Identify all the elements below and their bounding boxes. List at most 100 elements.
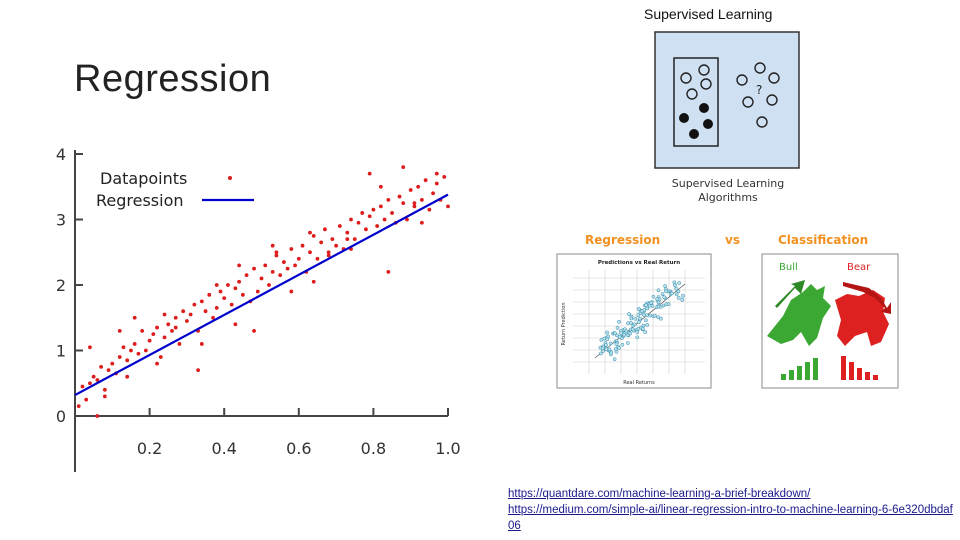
- mini-scatter-point: [631, 327, 635, 332]
- datapoint: [132, 342, 137, 346]
- mini-scatter-point: [651, 294, 656, 299]
- datapoint: [151, 332, 156, 337]
- datapoint: [233, 286, 238, 291]
- mini-scatter-point: [659, 316, 663, 321]
- datapoint: [192, 302, 197, 307]
- labeled-circle: [703, 119, 713, 129]
- datapoint: [431, 191, 435, 196]
- mini-scatter-point: [674, 286, 678, 291]
- legend-datapoint-marker: [228, 176, 232, 180]
- mini-scatter-point: [676, 289, 681, 294]
- datapoint: [270, 243, 275, 248]
- mini-scatter-point: [600, 346, 605, 351]
- mini-scatter-point: [622, 332, 626, 337]
- mini-scatter-point: [641, 326, 645, 331]
- datapoint: [196, 368, 200, 373]
- y-tick-label: 0: [56, 407, 66, 426]
- supervised-learning-caption: Supervised Learning: [644, 6, 773, 22]
- bear-icon: [835, 290, 889, 346]
- datapoint: [285, 266, 290, 271]
- datapoint: [88, 381, 92, 386]
- datapoint: [427, 207, 432, 212]
- datapoint: [367, 214, 372, 219]
- regression-vs-classification-image: Regression vs Classification Predictions…: [556, 233, 899, 389]
- datapoint: [397, 194, 402, 199]
- source-links: https://quantdare.com/machine-learning-a…: [508, 486, 958, 534]
- mini-scatter-point: [636, 306, 641, 311]
- mini-scatter-point: [648, 313, 653, 318]
- regression-line: [74, 193, 449, 397]
- mini-scatter-ylabel: Return Prediction: [561, 302, 567, 345]
- datapoint: [91, 374, 96, 379]
- datapoint: [95, 414, 100, 418]
- datapoint: [95, 378, 100, 382]
- mini-scatter-point: [641, 312, 646, 317]
- bear-arrow-icon: [843, 282, 891, 314]
- datapoint: [367, 171, 372, 176]
- datapoint: [106, 368, 111, 373]
- datapoint: [434, 171, 439, 176]
- bear-bars: [841, 356, 878, 380]
- datapoint: [345, 237, 350, 242]
- datapoint: [434, 181, 439, 186]
- datapoint: [177, 342, 182, 346]
- datapoint: [233, 322, 238, 327]
- datapoint: [222, 296, 227, 300]
- datapoint: [401, 165, 406, 169]
- labeled-data-box: [673, 57, 719, 147]
- mini-scatter-point: [676, 296, 681, 300]
- datapoint: [240, 292, 245, 297]
- mini-scatter-point: [629, 321, 633, 325]
- datapoint: [102, 394, 107, 399]
- rvc-regression-label: Regression: [585, 233, 660, 247]
- mini-scatter-point: [639, 309, 644, 314]
- mini-scatter-point: [606, 334, 611, 339]
- labeled-circle: [689, 129, 699, 139]
- datapoint: [416, 184, 421, 189]
- bear-label: Bear: [847, 262, 871, 273]
- datapoint: [289, 289, 294, 294]
- datapoint: [158, 355, 163, 359]
- datapoint: [229, 302, 234, 307]
- mini-scatter-point: [662, 295, 667, 299]
- datapoint: [121, 345, 126, 350]
- mini-scatter-point: [656, 288, 661, 293]
- datapoint: [237, 279, 242, 284]
- datapoint: [173, 325, 178, 330]
- datapoint: [255, 289, 260, 294]
- datapoint: [401, 201, 406, 206]
- datapoint: [125, 358, 130, 363]
- datapoint: [378, 204, 383, 209]
- datapoint: [211, 315, 215, 320]
- mini-scatter-point: [647, 303, 652, 308]
- datapoint: [360, 211, 365, 215]
- datapoint: [382, 217, 387, 222]
- datapoint: [442, 175, 447, 179]
- query-circle: [756, 116, 768, 128]
- link-medium[interactable]: https://medium.com/simple-ai/linear-regr…: [508, 504, 953, 532]
- datapoint: [199, 299, 204, 304]
- y-tick-label: 1: [56, 342, 66, 361]
- mini-scatter-point: [635, 335, 640, 340]
- datapoint: [270, 270, 275, 274]
- mini-scatter-point: [620, 342, 625, 347]
- datapoint: [281, 260, 286, 264]
- x-tick-label: 0.2: [137, 439, 162, 458]
- mini-scatter-point: [673, 283, 677, 288]
- datapoint: [274, 253, 279, 258]
- mini-scatter-point: [645, 323, 650, 327]
- datapoint: [386, 270, 391, 274]
- datapoint: [326, 253, 331, 258]
- datapoint: [244, 273, 249, 278]
- datapoint: [155, 325, 159, 330]
- datapoint: [390, 211, 394, 215]
- chart-legend: Datapoints Regression: [96, 169, 254, 210]
- mini-scatter-point: [680, 298, 685, 302]
- datapoint: [289, 247, 294, 251]
- mini-scatter-point: [599, 351, 603, 356]
- mini-scatter-point: [649, 300, 654, 305]
- datapoint: [315, 256, 320, 261]
- datapoint: [214, 306, 219, 310]
- mini-scatter-point: [656, 304, 661, 309]
- link-quantdare[interactable]: https://quantdare.com/machine-learning-a…: [508, 488, 811, 500]
